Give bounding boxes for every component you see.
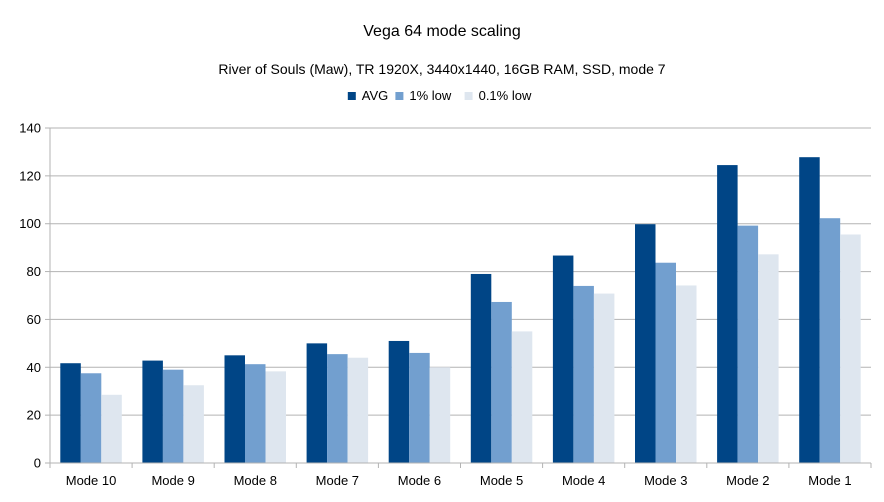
bar-avg-mode-7 (306, 343, 328, 463)
bar-avg-mode-6 (388, 340, 410, 463)
legend-swatch (395, 92, 404, 100)
bar-0-1-low-mode-10 (101, 394, 122, 463)
x-tick-label: Mode 9 (151, 473, 194, 488)
bar-1-low-mode-2 (737, 225, 759, 463)
y-tick-label: 60 (27, 312, 41, 327)
bar-avg-mode-5 (470, 273, 492, 463)
bar-avg-mode-4 (552, 255, 574, 463)
bar-1-low-mode-10 (80, 373, 102, 463)
x-tick-label: Mode 3 (644, 473, 687, 488)
bar-0-1-low-mode-5 (511, 331, 533, 463)
bar-0-1-low-mode-3 (676, 285, 697, 463)
x-tick-label: Mode 10 (66, 473, 117, 488)
bar-1-low-mode-4 (573, 285, 594, 463)
bar-avg-mode-9 (142, 360, 163, 463)
legend-item: 1% low (395, 88, 452, 103)
y-tick-label: 140 (19, 121, 41, 136)
bar-0-1-low-mode-7 (347, 357, 369, 463)
bar-0-1-low-mode-6 (429, 367, 451, 463)
bar-avg-mode-10 (60, 363, 81, 463)
y-tick-label: 80 (27, 264, 41, 279)
bar-0-1-low-mode-2 (758, 254, 779, 463)
grid-lines (50, 127, 871, 416)
bar-1-low-mode-6 (409, 352, 430, 463)
x-tick-label: Mode 4 (562, 473, 605, 488)
x-tick-label: Mode 7 (316, 473, 359, 488)
bar-1-low-mode-8 (245, 364, 266, 463)
bar-avg-mode-3 (635, 224, 656, 463)
legend-item: 0.1% low (464, 88, 532, 103)
bar-0-1-low-mode-1 (840, 234, 861, 463)
y-tick-label: 20 (27, 408, 41, 423)
legend-label: AVG (362, 88, 389, 103)
bars (60, 157, 861, 464)
y-tick-labels: 0 20 40 60 80 100 120 140 (19, 121, 41, 471)
bar-1-low-mode-7 (327, 354, 348, 464)
x-tick-labels: Mode 10 Mode 9 Mode 8 Mode 7 Mode 6 Mode 5 Mod… (66, 473, 852, 488)
y-tick-label: 100 (19, 216, 41, 231)
legend-label: 1% low (409, 88, 452, 103)
y-tick-label: 0 (34, 456, 41, 471)
bar-1-low-mode-3 (655, 262, 676, 463)
chart-title: Vega 64 mode scaling (363, 23, 520, 40)
x-tick-label: Mode 5 (480, 473, 523, 488)
x-tick-label: Mode 6 (398, 473, 441, 488)
legend-item: AVG (347, 88, 389, 103)
bar-1-low-mode-5 (491, 301, 512, 463)
axes (45, 127, 872, 468)
bar-0-1-low-mode-9 (183, 385, 204, 463)
bar-0-1-low-mode-4 (593, 293, 615, 463)
y-tick-label: 40 (27, 360, 41, 375)
x-tick-label: Mode 8 (234, 473, 277, 488)
bar-1-low-mode-9 (162, 369, 184, 463)
x-tick-label: Mode 1 (808, 473, 851, 488)
bar-avg-mode-2 (717, 165, 738, 463)
legend-label: 0.1% low (479, 88, 532, 103)
bar-0-1-low-mode-8 (265, 371, 286, 463)
legend-swatch (464, 92, 473, 100)
bar-1-low-mode-1 (819, 218, 841, 463)
legend: AVG 1% low 0.1% low (347, 88, 532, 103)
x-tick-label: Mode 2 (726, 473, 769, 488)
bar-avg-mode-1 (799, 157, 820, 463)
bar-avg-mode-8 (224, 355, 245, 463)
chart-subtitle: River of Souls (Maw), TR 1920X, 3440x144… (218, 61, 665, 77)
legend-swatch (347, 92, 356, 100)
y-tick-label: 120 (19, 168, 41, 183)
